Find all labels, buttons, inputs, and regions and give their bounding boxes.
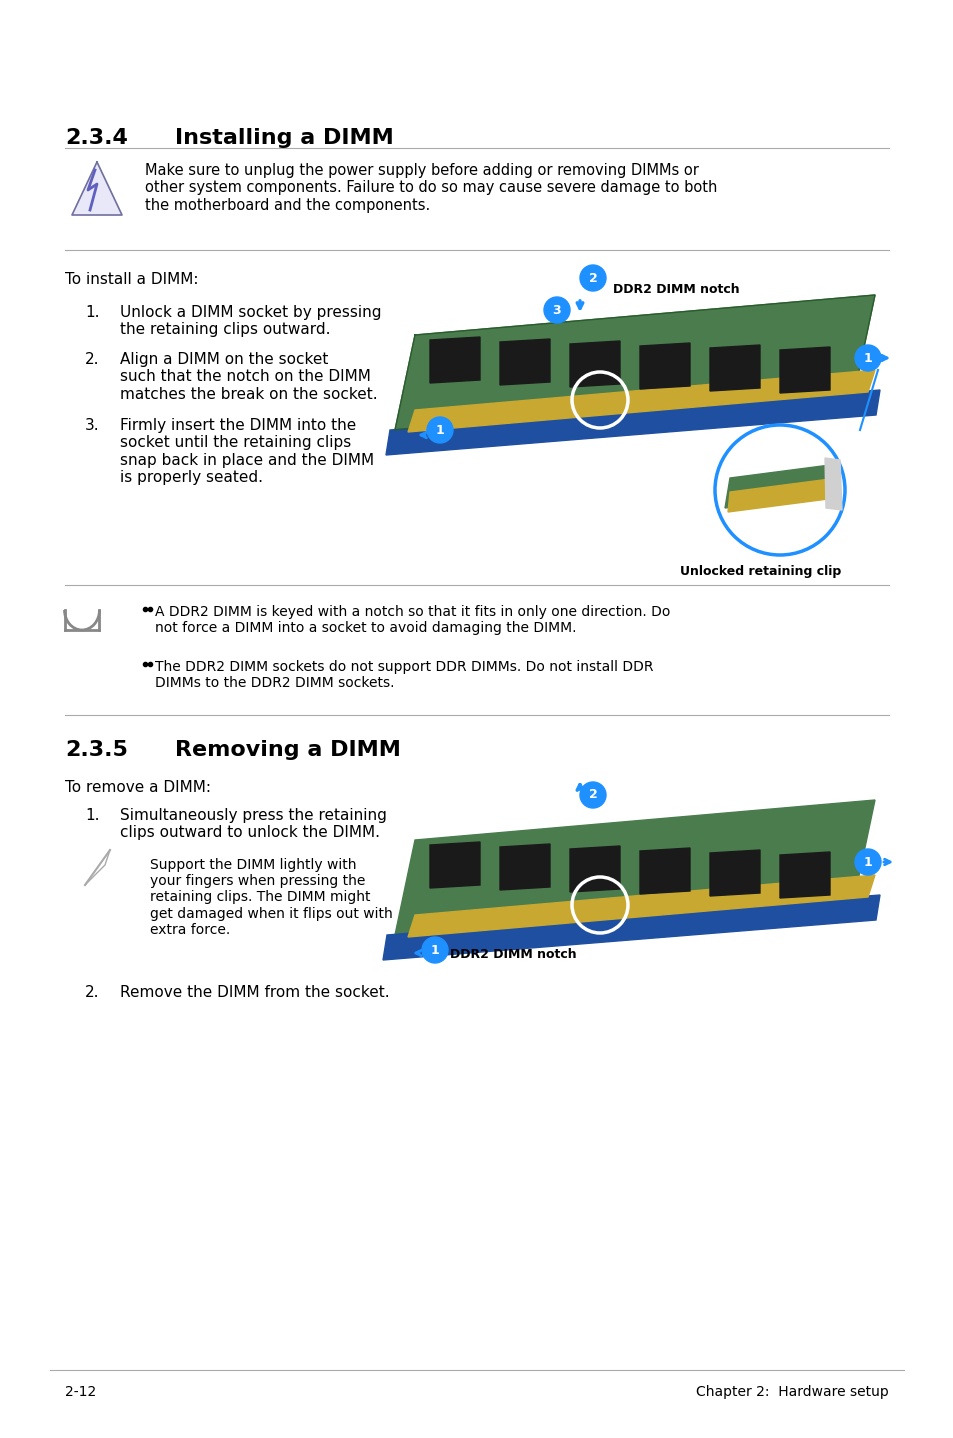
Text: 2.3.4: 2.3.4 xyxy=(65,128,128,148)
Text: To install a DIMM:: To install a DIMM: xyxy=(65,272,198,288)
Polygon shape xyxy=(395,295,874,430)
Text: 2.3.5: 2.3.5 xyxy=(65,741,128,761)
Polygon shape xyxy=(395,800,874,935)
Text: The DDR2 DIMM sockets do not support DDR DIMMs. Do not install DDR
DIMMs to the : The DDR2 DIMM sockets do not support DDR… xyxy=(154,660,653,690)
Polygon shape xyxy=(408,370,874,431)
Polygon shape xyxy=(709,850,760,896)
Text: Chapter 2:  Hardware setup: Chapter 2: Hardware setup xyxy=(696,1385,888,1399)
Polygon shape xyxy=(430,336,479,383)
Text: 2-12: 2-12 xyxy=(65,1385,96,1399)
Polygon shape xyxy=(780,347,829,393)
Text: Removing a DIMM: Removing a DIMM xyxy=(174,741,400,761)
Text: 2.: 2. xyxy=(85,352,99,367)
Polygon shape xyxy=(639,344,689,390)
Text: Firmly insert the DIMM into the
socket until the retaining clips
snap back in pl: Firmly insert the DIMM into the socket u… xyxy=(120,418,374,485)
Text: 2.: 2. xyxy=(85,985,99,999)
Polygon shape xyxy=(780,851,829,897)
Circle shape xyxy=(427,417,453,443)
Polygon shape xyxy=(709,345,760,391)
Polygon shape xyxy=(569,846,619,892)
Polygon shape xyxy=(724,464,829,508)
Text: 1: 1 xyxy=(430,943,439,956)
Polygon shape xyxy=(727,479,829,512)
Polygon shape xyxy=(499,339,550,385)
Circle shape xyxy=(421,938,448,963)
Text: A DDR2 DIMM is keyed with a notch so that it fits in only one direction. Do
not : A DDR2 DIMM is keyed with a notch so tha… xyxy=(154,605,670,636)
Text: Unlocked retaining clip: Unlocked retaining clip xyxy=(679,565,841,578)
Circle shape xyxy=(543,298,569,324)
Text: 1: 1 xyxy=(436,424,444,437)
Text: 2: 2 xyxy=(588,788,597,801)
Circle shape xyxy=(714,426,844,555)
Text: 1.: 1. xyxy=(85,808,99,823)
Text: Support the DIMM lightly with
your fingers when pressing the
retaining clips. Th: Support the DIMM lightly with your finge… xyxy=(150,858,393,936)
Text: Make sure to unplug the power supply before adding or removing DIMMs or
other sy: Make sure to unplug the power supply bef… xyxy=(145,162,717,213)
Text: 3: 3 xyxy=(552,303,560,316)
Text: 3.: 3. xyxy=(85,418,99,433)
Polygon shape xyxy=(71,162,122,216)
Text: 1: 1 xyxy=(862,856,871,869)
Text: 1: 1 xyxy=(862,351,871,364)
Text: Simultaneously press the retaining
clips outward to unlock the DIMM.: Simultaneously press the retaining clips… xyxy=(120,808,387,840)
Circle shape xyxy=(854,345,880,371)
Polygon shape xyxy=(824,457,841,510)
Text: DDR2 DIMM notch: DDR2 DIMM notch xyxy=(450,948,576,961)
Polygon shape xyxy=(430,843,479,889)
Text: To remove a DIMM:: To remove a DIMM: xyxy=(65,779,211,795)
Text: Installing a DIMM: Installing a DIMM xyxy=(174,128,394,148)
Polygon shape xyxy=(382,894,879,961)
Polygon shape xyxy=(408,874,874,938)
Polygon shape xyxy=(499,844,550,890)
Polygon shape xyxy=(386,390,879,454)
Text: 1.: 1. xyxy=(85,305,99,321)
Text: DDR2 DIMM notch: DDR2 DIMM notch xyxy=(613,283,739,296)
Text: Unlock a DIMM socket by pressing
the retaining clips outward.: Unlock a DIMM socket by pressing the ret… xyxy=(120,305,381,338)
Polygon shape xyxy=(639,848,689,894)
Polygon shape xyxy=(569,341,619,387)
Text: 2: 2 xyxy=(588,272,597,285)
Circle shape xyxy=(854,848,880,874)
Circle shape xyxy=(579,782,605,808)
Text: Align a DIMM on the socket
such that the notch on the DIMM
matches the break on : Align a DIMM on the socket such that the… xyxy=(120,352,377,401)
Text: Remove the DIMM from the socket.: Remove the DIMM from the socket. xyxy=(120,985,389,999)
Circle shape xyxy=(579,265,605,290)
